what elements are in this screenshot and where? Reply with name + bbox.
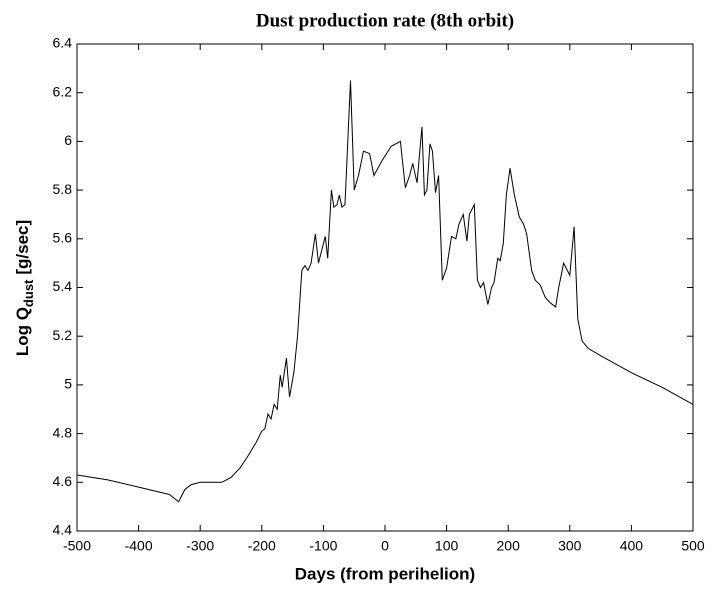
x-tick-label: 100: [435, 538, 459, 554]
y-tick-label: 5.6: [53, 230, 73, 246]
y-label-unit: [g/sec]: [13, 220, 32, 275]
y-tick-label: 5.8: [53, 181, 73, 197]
x-tick-label: -400: [125, 538, 153, 554]
data-line: [76, 80, 694, 503]
y-tick-label: 4.4: [53, 522, 73, 538]
x-tick-label: -500: [63, 538, 91, 554]
x-axis-label: Days (from perihelion): [295, 564, 475, 583]
y-axis-label: Log Qdust [g/sec]: [13, 220, 36, 356]
chart-title: Dust production rate (8th orbit): [256, 10, 514, 31]
x-tick-label: 400: [620, 538, 644, 554]
y-tick-label: 5: [64, 376, 72, 392]
y-tick-label: 5.2: [53, 327, 73, 343]
y-tick-label: 5.4: [53, 278, 73, 294]
x-tick-label: 500: [681, 538, 705, 554]
x-tick-label: -100: [309, 538, 337, 554]
y-tick-label: 6.4: [53, 35, 73, 51]
x-tick-label: 200: [497, 538, 521, 554]
x-tick-label: -300: [186, 538, 214, 554]
x-tick-label: 300: [558, 538, 582, 554]
y-tick-label: 4.8: [53, 424, 73, 440]
x-tick-label: 0: [381, 538, 389, 554]
y-tick-label: 4.6: [53, 473, 73, 489]
x-tick-label: -200: [248, 538, 276, 554]
y-label-sub: dust: [21, 279, 36, 307]
y-tick-label: 6: [64, 132, 72, 148]
plot-frame: [76, 43, 694, 532]
y-label-main: Log Q: [13, 307, 32, 356]
y-tick-label: 6.2: [53, 83, 73, 99]
